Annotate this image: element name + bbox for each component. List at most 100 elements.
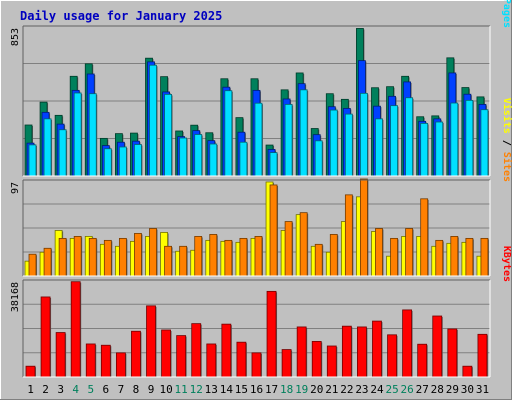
bar-sites-day-19 (299, 212, 308, 277)
bar-pages-day-15 (239, 141, 248, 177)
x-tick-label-17: 17 (265, 383, 278, 396)
bar-pages-day-8 (134, 144, 142, 177)
bar-sites-day-28 (435, 239, 444, 277)
x-tick-label-3: 3 (57, 383, 64, 396)
bar-sites-day-31 (480, 237, 489, 277)
bar-pages-day-1 (28, 144, 37, 177)
bar-sites-day-8 (134, 233, 142, 277)
bar-sites-day-1 (28, 253, 37, 277)
legend-visits: Visits (501, 98, 512, 134)
bar-sites-day-30 (465, 237, 474, 277)
x-tick-label-22: 22 (340, 383, 353, 396)
bar-sites-day-15 (239, 237, 248, 277)
y-max-label: 853 (10, 28, 21, 46)
bar-kbytes-day-23 (357, 326, 367, 378)
bar-pages-day-5 (88, 93, 97, 177)
bar-pages-day-26 (405, 97, 414, 177)
legend-pages: Pages (501, 0, 512, 28)
bar-kbytes-day-24 (372, 320, 382, 378)
x-tick-label-31: 31 (476, 383, 489, 396)
bar-sites-day-17 (269, 184, 278, 277)
bar-kbytes-day-10 (161, 329, 171, 378)
bar-pages-day-7 (118, 146, 127, 177)
bar-pages-day-22 (344, 113, 353, 177)
bar-kbytes-day-26 (402, 309, 413, 378)
x-tick-label-25: 25 (385, 383, 398, 396)
x-tick-label-2: 2 (42, 383, 49, 396)
bar-sites-day-16 (254, 236, 263, 277)
bar-kbytes-day-5 (85, 343, 96, 378)
bar-kbytes-day-8 (131, 330, 141, 378)
bar-sites-day-29 (450, 236, 459, 277)
bar-pages-day-17 (269, 152, 278, 177)
x-tick-label-14: 14 (220, 383, 234, 396)
bar-kbytes-day-21 (326, 345, 337, 378)
bar-sites-day-23 (360, 178, 368, 277)
bar-kbytes-day-17 (266, 290, 277, 378)
x-tick-label-5: 5 (87, 383, 94, 396)
legend-label: Hits / Files / Pages (501, 0, 512, 28)
bar-pages-day-16 (254, 102, 263, 177)
x-tick-label-6: 6 (103, 383, 110, 396)
bar-kbytes-day-19 (296, 326, 307, 378)
x-tick-label-20: 20 (310, 383, 323, 396)
x-tick-label-9: 9 (148, 383, 155, 396)
bar-sites-day-4 (73, 236, 82, 277)
bar-kbytes-day-12 (191, 323, 202, 378)
bar-sites-day-24 (375, 228, 383, 277)
x-tick-label-15: 15 (235, 383, 248, 396)
bar-kbytes-day-20 (311, 341, 322, 378)
legend-label: KBytes (501, 246, 512, 282)
panel-hits-files-pages: 853 Hits / Files / Pages (10, 0, 512, 177)
bar-pages-day-9 (149, 64, 157, 177)
x-tick-label-1: 1 (27, 383, 34, 396)
bar-sites-day-12 (194, 236, 203, 277)
bar-kbytes-day-9 (146, 305, 156, 378)
x-tick-label-11: 11 (175, 383, 188, 396)
bar-kbytes-day-29 (447, 328, 458, 378)
bar-kbytes-day-2 (40, 296, 51, 378)
x-tick-labels: 1 2 3 4 5 6 7 8 9 10 11 12 13 14 15 16 17 18 19 20 21 22 23 24 2… (27, 383, 489, 396)
bar-kbytes-day-28 (432, 315, 443, 378)
legend-separator: / (501, 134, 512, 152)
bar-kbytes-day-7 (115, 352, 126, 378)
x-tick-label-16: 16 (250, 383, 263, 396)
bar-kbytes-day-4 (70, 281, 81, 378)
bar-sites-day-20 (314, 243, 323, 277)
bar-sites-day-18 (284, 221, 293, 277)
bar-sites-day-25 (390, 237, 398, 277)
bar-pages-day-29 (450, 102, 459, 177)
x-tick-label-8: 8 (133, 383, 140, 396)
x-tick-label-7: 7 (118, 383, 125, 396)
bar-pages-day-20 (314, 140, 323, 177)
bar-sites-day-7 (118, 237, 127, 277)
bar-sites-day-26 (405, 228, 414, 277)
y-max-label: 38168 (10, 282, 21, 312)
bar-pages-day-3 (58, 129, 67, 177)
bar-pages-day-21 (329, 109, 338, 177)
bar-kbytes-day-31 (477, 333, 488, 378)
bar-pages-day-10 (164, 94, 172, 177)
legend-kbytes: KBytes (501, 246, 512, 282)
bar-sites-day-6 (103, 239, 112, 277)
bar-kbytes-day-3 (55, 332, 66, 378)
bar-pages-day-11 (179, 137, 188, 177)
bar-sites-day-27 (420, 198, 429, 277)
bar-pages-day-24 (375, 118, 383, 177)
bar-pages-day-19 (299, 89, 308, 177)
bar-kbytes-day-27 (417, 343, 428, 378)
x-tick-label-19: 19 (295, 383, 308, 396)
bar-pages-day-27 (420, 123, 429, 177)
bar-pages-day-30 (465, 99, 474, 177)
bar-sites-day-11 (179, 245, 188, 277)
x-tick-label-10: 10 (159, 383, 172, 396)
bar-sites-day-2 (43, 247, 52, 277)
bar-pages-day-12 (194, 134, 203, 177)
x-tick-label-24: 24 (370, 383, 384, 396)
chart-panels: 853 Hits / Files / Pages 97 Visits / Sites 3… (10, 0, 512, 378)
bar-pages-day-4 (73, 92, 82, 177)
x-tick-label-21: 21 (325, 383, 338, 396)
bar-sites-day-3 (58, 237, 67, 277)
bar-pages-day-13 (209, 143, 218, 177)
